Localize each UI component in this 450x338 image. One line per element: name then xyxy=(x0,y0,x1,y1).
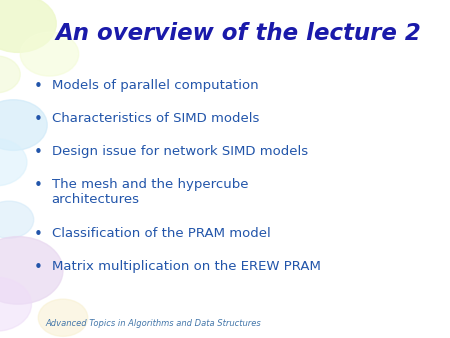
Circle shape xyxy=(0,201,34,238)
Text: Matrix multiplication on the EREW PRAM: Matrix multiplication on the EREW PRAM xyxy=(52,260,320,272)
Text: •: • xyxy=(34,79,43,94)
Text: Design issue for network SIMD models: Design issue for network SIMD models xyxy=(52,145,308,158)
Text: Advanced Topics in Algorithms and Data Structures: Advanced Topics in Algorithms and Data S… xyxy=(45,319,261,328)
Text: An overview of the lecture 2: An overview of the lecture 2 xyxy=(56,22,421,45)
Circle shape xyxy=(38,299,88,336)
Text: Classification of the PRAM model: Classification of the PRAM model xyxy=(52,227,270,240)
Circle shape xyxy=(0,139,27,186)
Text: •: • xyxy=(34,227,43,242)
Text: •: • xyxy=(34,178,43,193)
Circle shape xyxy=(0,237,63,304)
Text: •: • xyxy=(34,260,43,274)
Circle shape xyxy=(20,32,79,76)
Circle shape xyxy=(0,277,32,331)
Text: Models of parallel computation: Models of parallel computation xyxy=(52,79,258,92)
Circle shape xyxy=(0,100,47,150)
Text: •: • xyxy=(34,145,43,160)
Circle shape xyxy=(0,56,20,93)
Text: The mesh and the hypercube
architectures: The mesh and the hypercube architectures xyxy=(52,178,248,206)
Circle shape xyxy=(0,0,56,52)
Text: •: • xyxy=(34,112,43,127)
Text: Characteristics of SIMD models: Characteristics of SIMD models xyxy=(52,112,259,125)
